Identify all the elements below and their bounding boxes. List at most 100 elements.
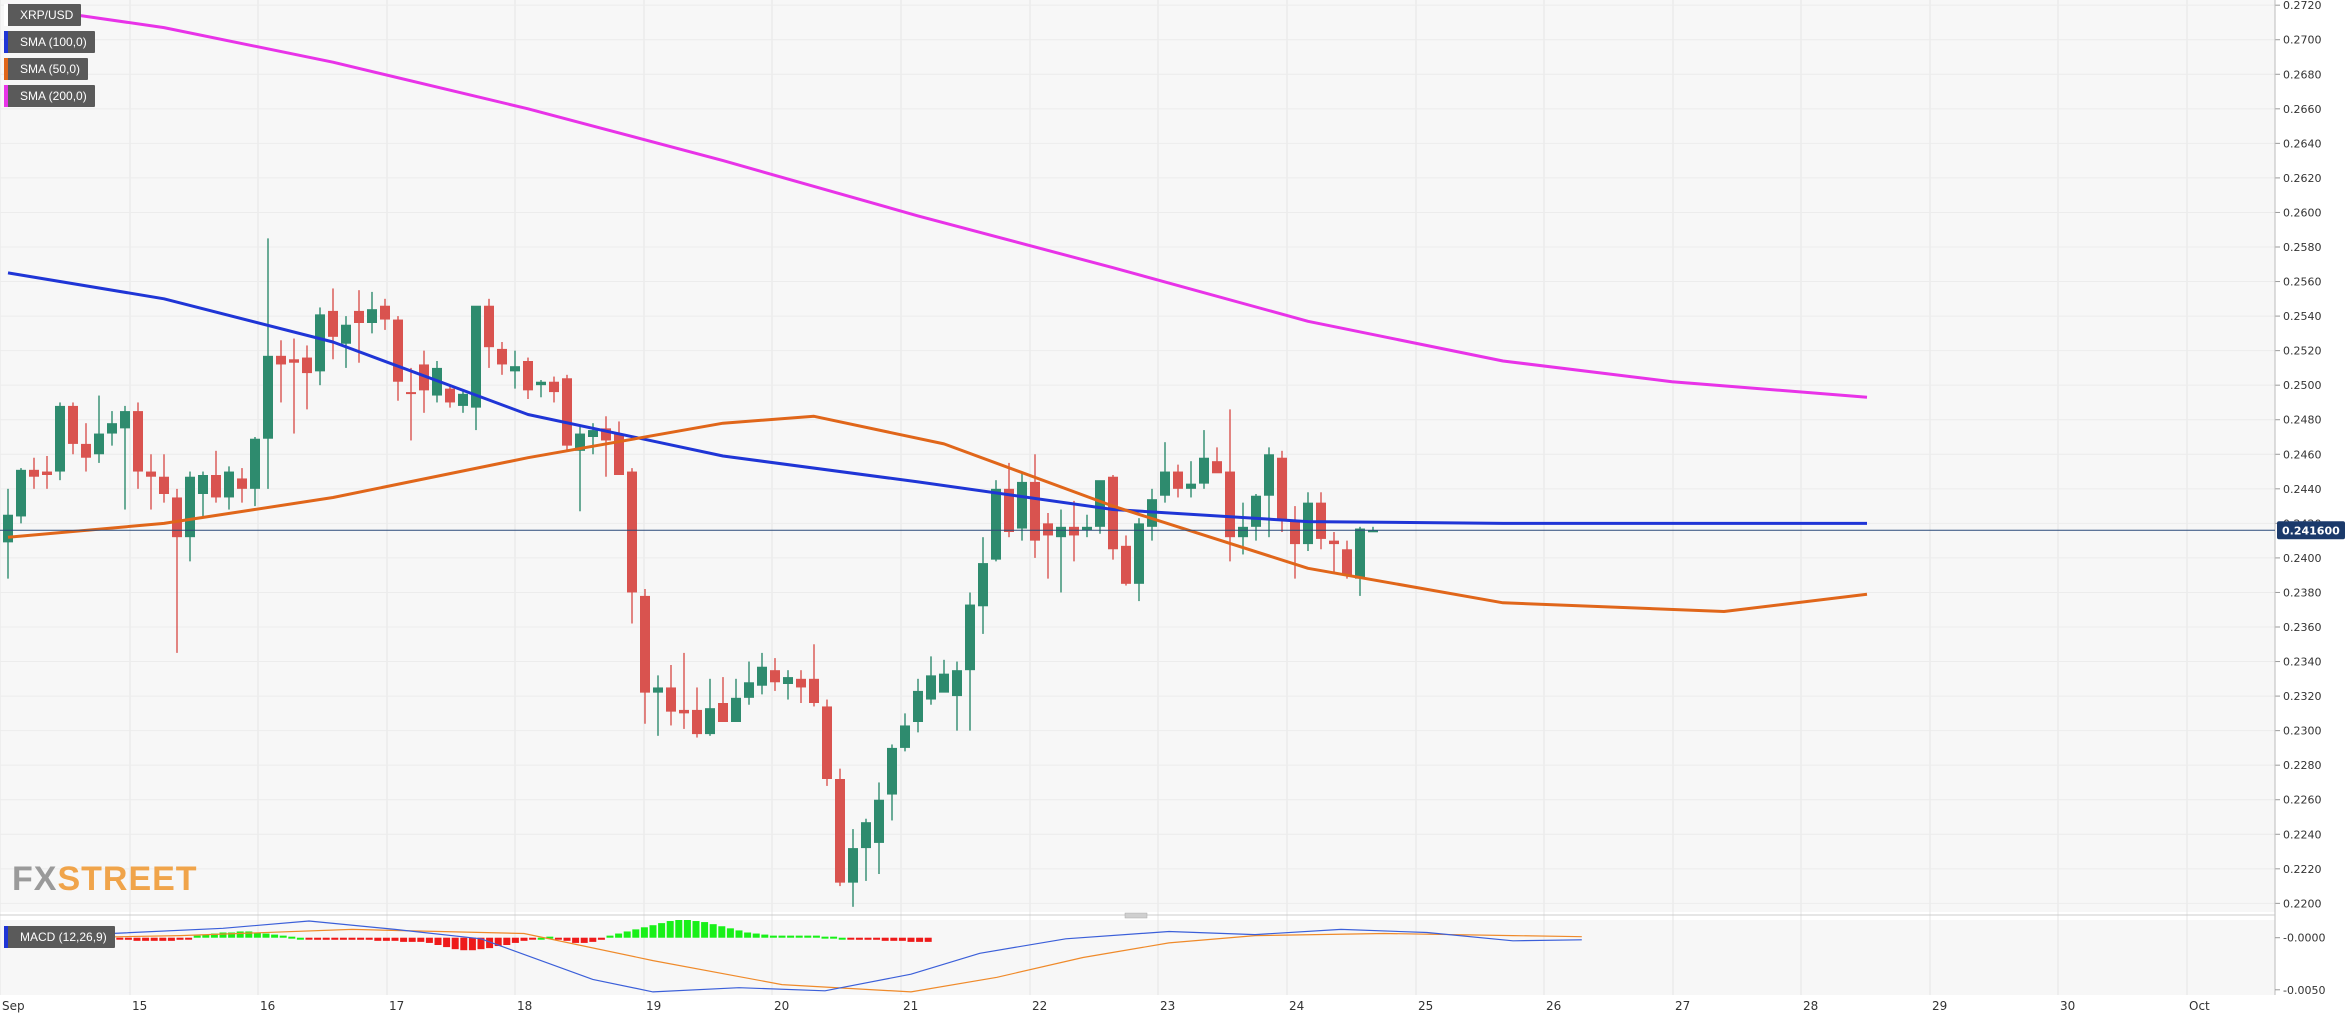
- macd-hist-bar-positive: [735, 930, 743, 938]
- macd-hist-bar-negative: [881, 937, 889, 941]
- candle-body: [1290, 519, 1300, 545]
- macd-hist-bar-negative: [339, 937, 347, 940]
- candle-body: [94, 433, 104, 455]
- legend-macd[interactable]: MACD (12,26,9): [4, 926, 115, 948]
- candle-body: [1186, 483, 1196, 489]
- bearish-candle: [601, 416, 611, 477]
- macd-hist-bar-negative: [305, 937, 313, 940]
- macd-hist-bar-positive: [219, 932, 227, 938]
- bearish-candle: [81, 423, 91, 472]
- bearish-candle: [172, 488, 182, 653]
- candle-body: [666, 687, 676, 712]
- y-tick-label: 0.2520: [2283, 345, 2322, 358]
- candle-body: [198, 475, 208, 494]
- macd-hist-bar-negative: [563, 937, 571, 941]
- x-tick-label: 15: [132, 999, 147, 1013]
- candle-body: [354, 310, 364, 323]
- candle-body: [601, 428, 611, 441]
- bearish-candle: [718, 677, 728, 722]
- candle-body: [1160, 471, 1170, 496]
- macd-hist-bar-negative: [486, 937, 494, 949]
- bearish-candle: [809, 644, 819, 707]
- legend-swatch-macd: [4, 926, 8, 948]
- bearish-candle: [822, 699, 832, 786]
- bearish-candle: [497, 342, 507, 375]
- bearish-candle: [68, 402, 78, 455]
- bullish-candle: [1056, 509, 1066, 593]
- legend-sma100[interactable]: SMA (100,0): [4, 31, 95, 53]
- candle-body: [458, 393, 468, 406]
- macd-hist-bar-negative: [520, 937, 528, 941]
- macd-hist-bar-negative: [124, 937, 132, 940]
- candle-body: [679, 709, 689, 714]
- candle-body: [965, 604, 975, 671]
- candle-body: [224, 471, 234, 498]
- y-tick-label: 0.2560: [2283, 276, 2322, 289]
- legend-sma200[interactable]: SMA (200,0): [4, 85, 95, 107]
- bullish-candle: [874, 782, 884, 874]
- candle-body: [1056, 526, 1066, 538]
- macd-hist-bar-positive: [202, 934, 210, 938]
- bearish-candle: [380, 298, 390, 330]
- macd-hist-bar-positive: [778, 935, 786, 938]
- macd-hist-bar-negative: [116, 937, 124, 940]
- candle-body: [380, 305, 390, 320]
- y-tick-label: 0.2660: [2283, 103, 2322, 116]
- candle-body: [549, 381, 559, 393]
- bearish-candle: [445, 385, 455, 408]
- macd-line: [7, 920, 1582, 993]
- current-price-tag: [2277, 521, 2345, 540]
- macd-hist-bar-negative: [443, 937, 451, 948]
- bullish-candle: [926, 656, 936, 705]
- macd-hist-bar-negative: [142, 937, 150, 941]
- bullish-candle: [224, 466, 234, 510]
- macd-hist-bar-positive: [675, 920, 683, 938]
- bearish-candle: [549, 376, 559, 403]
- bullish-candle: [120, 405, 130, 510]
- macd-hist-bar-negative: [898, 937, 906, 941]
- bearish-candle: [42, 456, 52, 489]
- current-price-label: 0.241600: [2282, 524, 2340, 537]
- y-tick-label: 0.2380: [2283, 586, 2322, 599]
- x-tick-label: 29: [1932, 999, 1947, 1013]
- macd-hist-bar-negative: [580, 937, 588, 943]
- bullish-candle: [3, 488, 13, 579]
- macd-hist-bar-positive: [546, 936, 554, 939]
- bearish-candle: [1342, 540, 1352, 579]
- legend-sma50[interactable]: SMA (50,0): [4, 58, 89, 80]
- macd-hist-bar-negative: [176, 937, 184, 940]
- bearish-candle: [770, 658, 780, 691]
- y-tick-label: 0.2240: [2283, 828, 2322, 841]
- candle-body: [211, 475, 221, 498]
- candle-body: [42, 471, 52, 475]
- candle-body: [328, 310, 338, 337]
- candle-body: [107, 423, 117, 434]
- bearish-candle: [1108, 475, 1118, 560]
- bearish-candle: [1069, 500, 1079, 562]
- x-tick-label: Sep: [2, 999, 25, 1013]
- legend-xrpusd[interactable]: XRP/USD: [4, 4, 82, 26]
- candle-body: [718, 703, 728, 722]
- bearish-candle: [159, 454, 169, 503]
- bullish-candle: [536, 380, 546, 398]
- macd-hist-bar-positive: [812, 935, 820, 938]
- candle-body: [29, 469, 39, 477]
- y-tick-label: 0.2460: [2283, 448, 2322, 461]
- x-tick-label: 20: [774, 999, 789, 1013]
- macd-hist-bar-negative: [150, 937, 158, 941]
- macd-hist-bar-negative: [554, 937, 562, 940]
- candle-body: [1329, 540, 1339, 545]
- y-tick-label: 0.2220: [2283, 863, 2322, 876]
- bullish-candle: [1160, 442, 1170, 503]
- candle-body: [848, 848, 858, 883]
- bullish-candle: [861, 818, 871, 881]
- y-tick-label: 0.2680: [2283, 68, 2322, 81]
- macd-hist-bar-negative: [322, 937, 330, 940]
- x-tick-label: 19: [646, 999, 661, 1013]
- bullish-candle: [939, 659, 949, 693]
- bearish-candle: [1225, 409, 1235, 562]
- macd-hist-bar-negative: [159, 937, 167, 941]
- candle-body: [510, 366, 520, 372]
- macd-hist-bar-negative: [529, 937, 537, 940]
